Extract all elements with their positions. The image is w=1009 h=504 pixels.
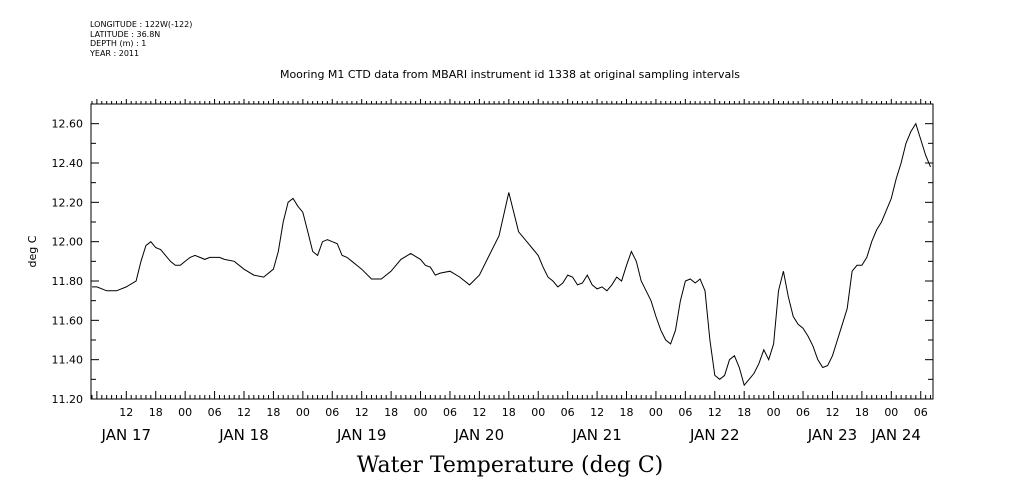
- x-day-label: JAN 18: [218, 426, 269, 444]
- x-hour-label: 00: [531, 406, 545, 419]
- plot-frame: [90, 103, 934, 400]
- x-hour-label: 00: [649, 406, 663, 419]
- x-day-label: JAN 20: [454, 426, 505, 444]
- y-axis-label: deg C: [26, 235, 39, 267]
- y-tick-label: 11.40: [52, 354, 84, 367]
- y-tick-label: 12.20: [52, 196, 84, 209]
- x-hour-label: 12: [590, 406, 604, 419]
- x-hour-label: 18: [737, 406, 751, 419]
- x-hour-label: 06: [796, 406, 810, 419]
- x-hour-label: 18: [266, 406, 280, 419]
- x-hour-label: 18: [149, 406, 163, 419]
- meta-latitude: LATITUDE : 36.8N: [90, 29, 161, 39]
- x-hour-label: 12: [472, 406, 486, 419]
- x-hour-label: 00: [178, 406, 192, 419]
- meta-depth: DEPTH (m) : 1: [90, 39, 147, 48]
- y-tick-label: 12.60: [52, 118, 84, 131]
- x-hour-label: 18: [620, 406, 634, 419]
- x-hour-label: 12: [708, 406, 722, 419]
- x-day-label: JAN 17: [101, 426, 152, 444]
- x-day-label: JAN 23: [807, 426, 858, 444]
- meta-year: YEAR : 2011: [90, 48, 140, 58]
- metadata-block: LONGITUDE : 122W(-122) LATITUDE : 36.8N …: [90, 20, 192, 58]
- x-hour-label: 06: [561, 406, 575, 419]
- x-hour-label: 00: [296, 406, 310, 419]
- x-hour-label: 00: [414, 406, 428, 419]
- x-hour-label: 18: [502, 406, 516, 419]
- y-tick-label: 11.80: [52, 275, 84, 288]
- x-hour-label: 06: [208, 406, 222, 419]
- y-tick-label: 11.60: [52, 314, 84, 327]
- series-line: [92, 122, 931, 387]
- y-tick-label: 12.00: [52, 236, 84, 249]
- x-day-label: JAN 19: [336, 426, 387, 444]
- x-hour-label: 06: [678, 406, 692, 419]
- x-hour-label: 00: [884, 406, 898, 419]
- x-hour-label: 06: [443, 406, 457, 419]
- x-day-label: JAN 22: [689, 426, 740, 444]
- x-day-label: JAN 24: [870, 426, 921, 444]
- x-day-label: JAN 21: [571, 426, 622, 444]
- y-tick-label: 11.20: [52, 393, 84, 406]
- x-hour-label: 18: [855, 406, 869, 419]
- x-hour-label: 12: [237, 406, 251, 419]
- x-hour-label: 12: [119, 406, 133, 419]
- x-hour-label: 18: [384, 406, 398, 419]
- x-hour-label: 06: [325, 406, 339, 419]
- x-hour-label: 12: [355, 406, 369, 419]
- meta-longitude: LONGITUDE : 122W(-122): [90, 20, 193, 29]
- chart-title: Mooring M1 CTD data from MBARI instrumen…: [279, 68, 741, 81]
- y-tick-label: 12.40: [52, 157, 84, 170]
- x-hour-label: 12: [825, 406, 839, 419]
- chart-subtitle: Water Temperature (deg C): [356, 453, 664, 478]
- x-hour-label: 00: [767, 406, 781, 419]
- x-hour-label: 06: [914, 406, 928, 419]
